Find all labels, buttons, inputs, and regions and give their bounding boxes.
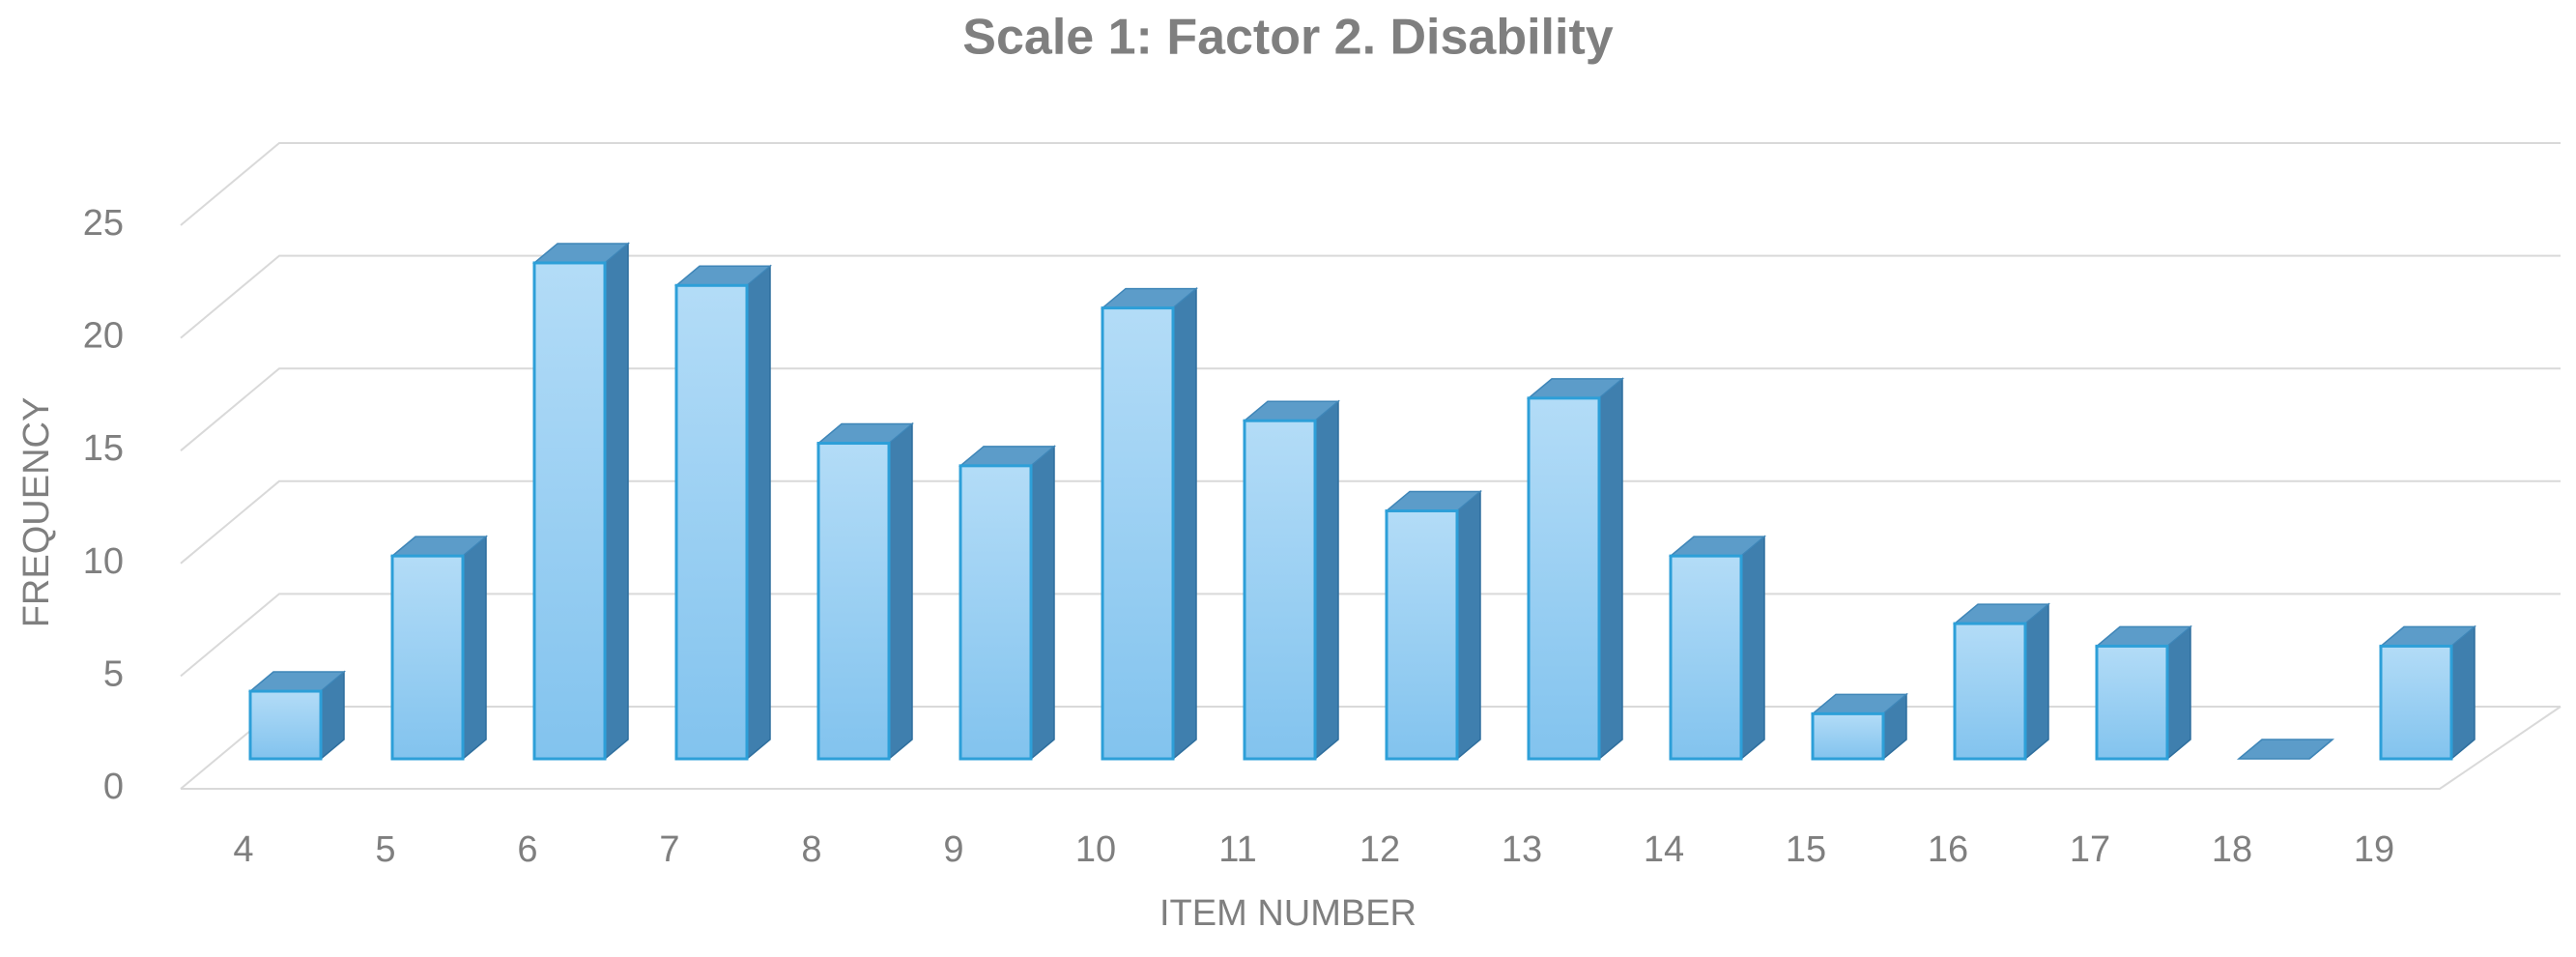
bar-face: [1385, 508, 1459, 761]
x-tick-label: 11: [1218, 829, 1256, 870]
grid-line: [180, 254, 2561, 339]
bar-top: [2236, 739, 2335, 760]
y-tick-label: 25: [83, 203, 124, 244]
bar-face: [1669, 554, 1743, 761]
bar: [2094, 624, 2193, 761]
bar: [1810, 692, 1909, 761]
bar: [1952, 602, 2051, 761]
y-axis-title: FREQUENCY: [16, 397, 57, 628]
x-tick-label: 15: [1786, 829, 1826, 870]
bar: [2378, 624, 2477, 761]
bar-side: [462, 535, 487, 761]
chart-title: Scale 1: Factor 2. Disability: [962, 10, 1613, 66]
bar-face: [2095, 644, 2169, 761]
y-tick-label: 0: [103, 767, 124, 807]
bar: [531, 242, 631, 761]
y-tick-label: 10: [83, 541, 124, 582]
x-tick-label: 16: [1928, 829, 1968, 870]
x-tick-label: 7: [659, 829, 679, 870]
x-tick-label: 12: [1360, 829, 1400, 870]
bar: [2236, 739, 2335, 760]
bar: [1384, 489, 1483, 761]
bar-side: [746, 264, 771, 761]
bar-face: [1527, 396, 1601, 761]
bar-side: [2450, 624, 2476, 761]
x-tick-label: 6: [517, 829, 537, 870]
x-tick-label: 9: [943, 829, 963, 870]
bar-face: [959, 464, 1033, 761]
grid-line: [180, 593, 2561, 678]
bar: [247, 670, 347, 761]
bar: [816, 421, 915, 761]
bar-side: [1314, 399, 1339, 761]
bar-side: [1456, 489, 1481, 761]
bar: [1526, 377, 1625, 761]
bar-side: [2024, 602, 2049, 761]
y-tick-label: 5: [103, 653, 124, 694]
bar-face: [532, 261, 607, 761]
grid-line: [180, 142, 2561, 226]
floor-edge: [181, 706, 2562, 790]
bar: [1668, 535, 1767, 761]
x-tick-label: 19: [2354, 829, 2394, 870]
bar: [1242, 399, 1341, 761]
bar-face: [674, 283, 749, 761]
x-tick-label: 4: [233, 829, 253, 870]
bar: [958, 445, 1057, 761]
bar: [673, 264, 773, 761]
y-tick-label: 20: [83, 316, 124, 357]
bar-face: [1243, 419, 1317, 761]
x-tick-label: 17: [2070, 829, 2110, 870]
bar-side: [604, 242, 629, 761]
grid-line: [180, 367, 2561, 451]
bar-side: [2166, 624, 2191, 761]
bar-side: [1172, 286, 1197, 761]
bar-face: [816, 442, 891, 761]
bar-side: [1598, 377, 1623, 761]
bar-face: [1101, 306, 1175, 761]
bar-face: [390, 554, 465, 761]
x-tick-label: 8: [801, 829, 821, 870]
x-tick-label: 18: [2212, 829, 2252, 870]
x-tick-label: 10: [1075, 829, 1116, 870]
bar-side: [888, 421, 913, 761]
bar-face: [248, 689, 323, 761]
bar: [1100, 286, 1199, 761]
bar: [389, 535, 489, 761]
bar-face: [2379, 644, 2453, 761]
grid-line: [180, 479, 2561, 565]
y-tick-label: 15: [83, 428, 124, 469]
bar-side: [1740, 535, 1765, 761]
bar-face: [1953, 622, 2027, 761]
bar-side: [1030, 445, 1055, 761]
x-tick-label: 5: [375, 829, 395, 870]
x-tick-label: 13: [1502, 829, 1542, 870]
x-tick-label: 14: [1644, 829, 1684, 870]
bar-face: [1811, 711, 1885, 761]
x-axis-title: ITEM NUMBER: [1159, 893, 1417, 934]
